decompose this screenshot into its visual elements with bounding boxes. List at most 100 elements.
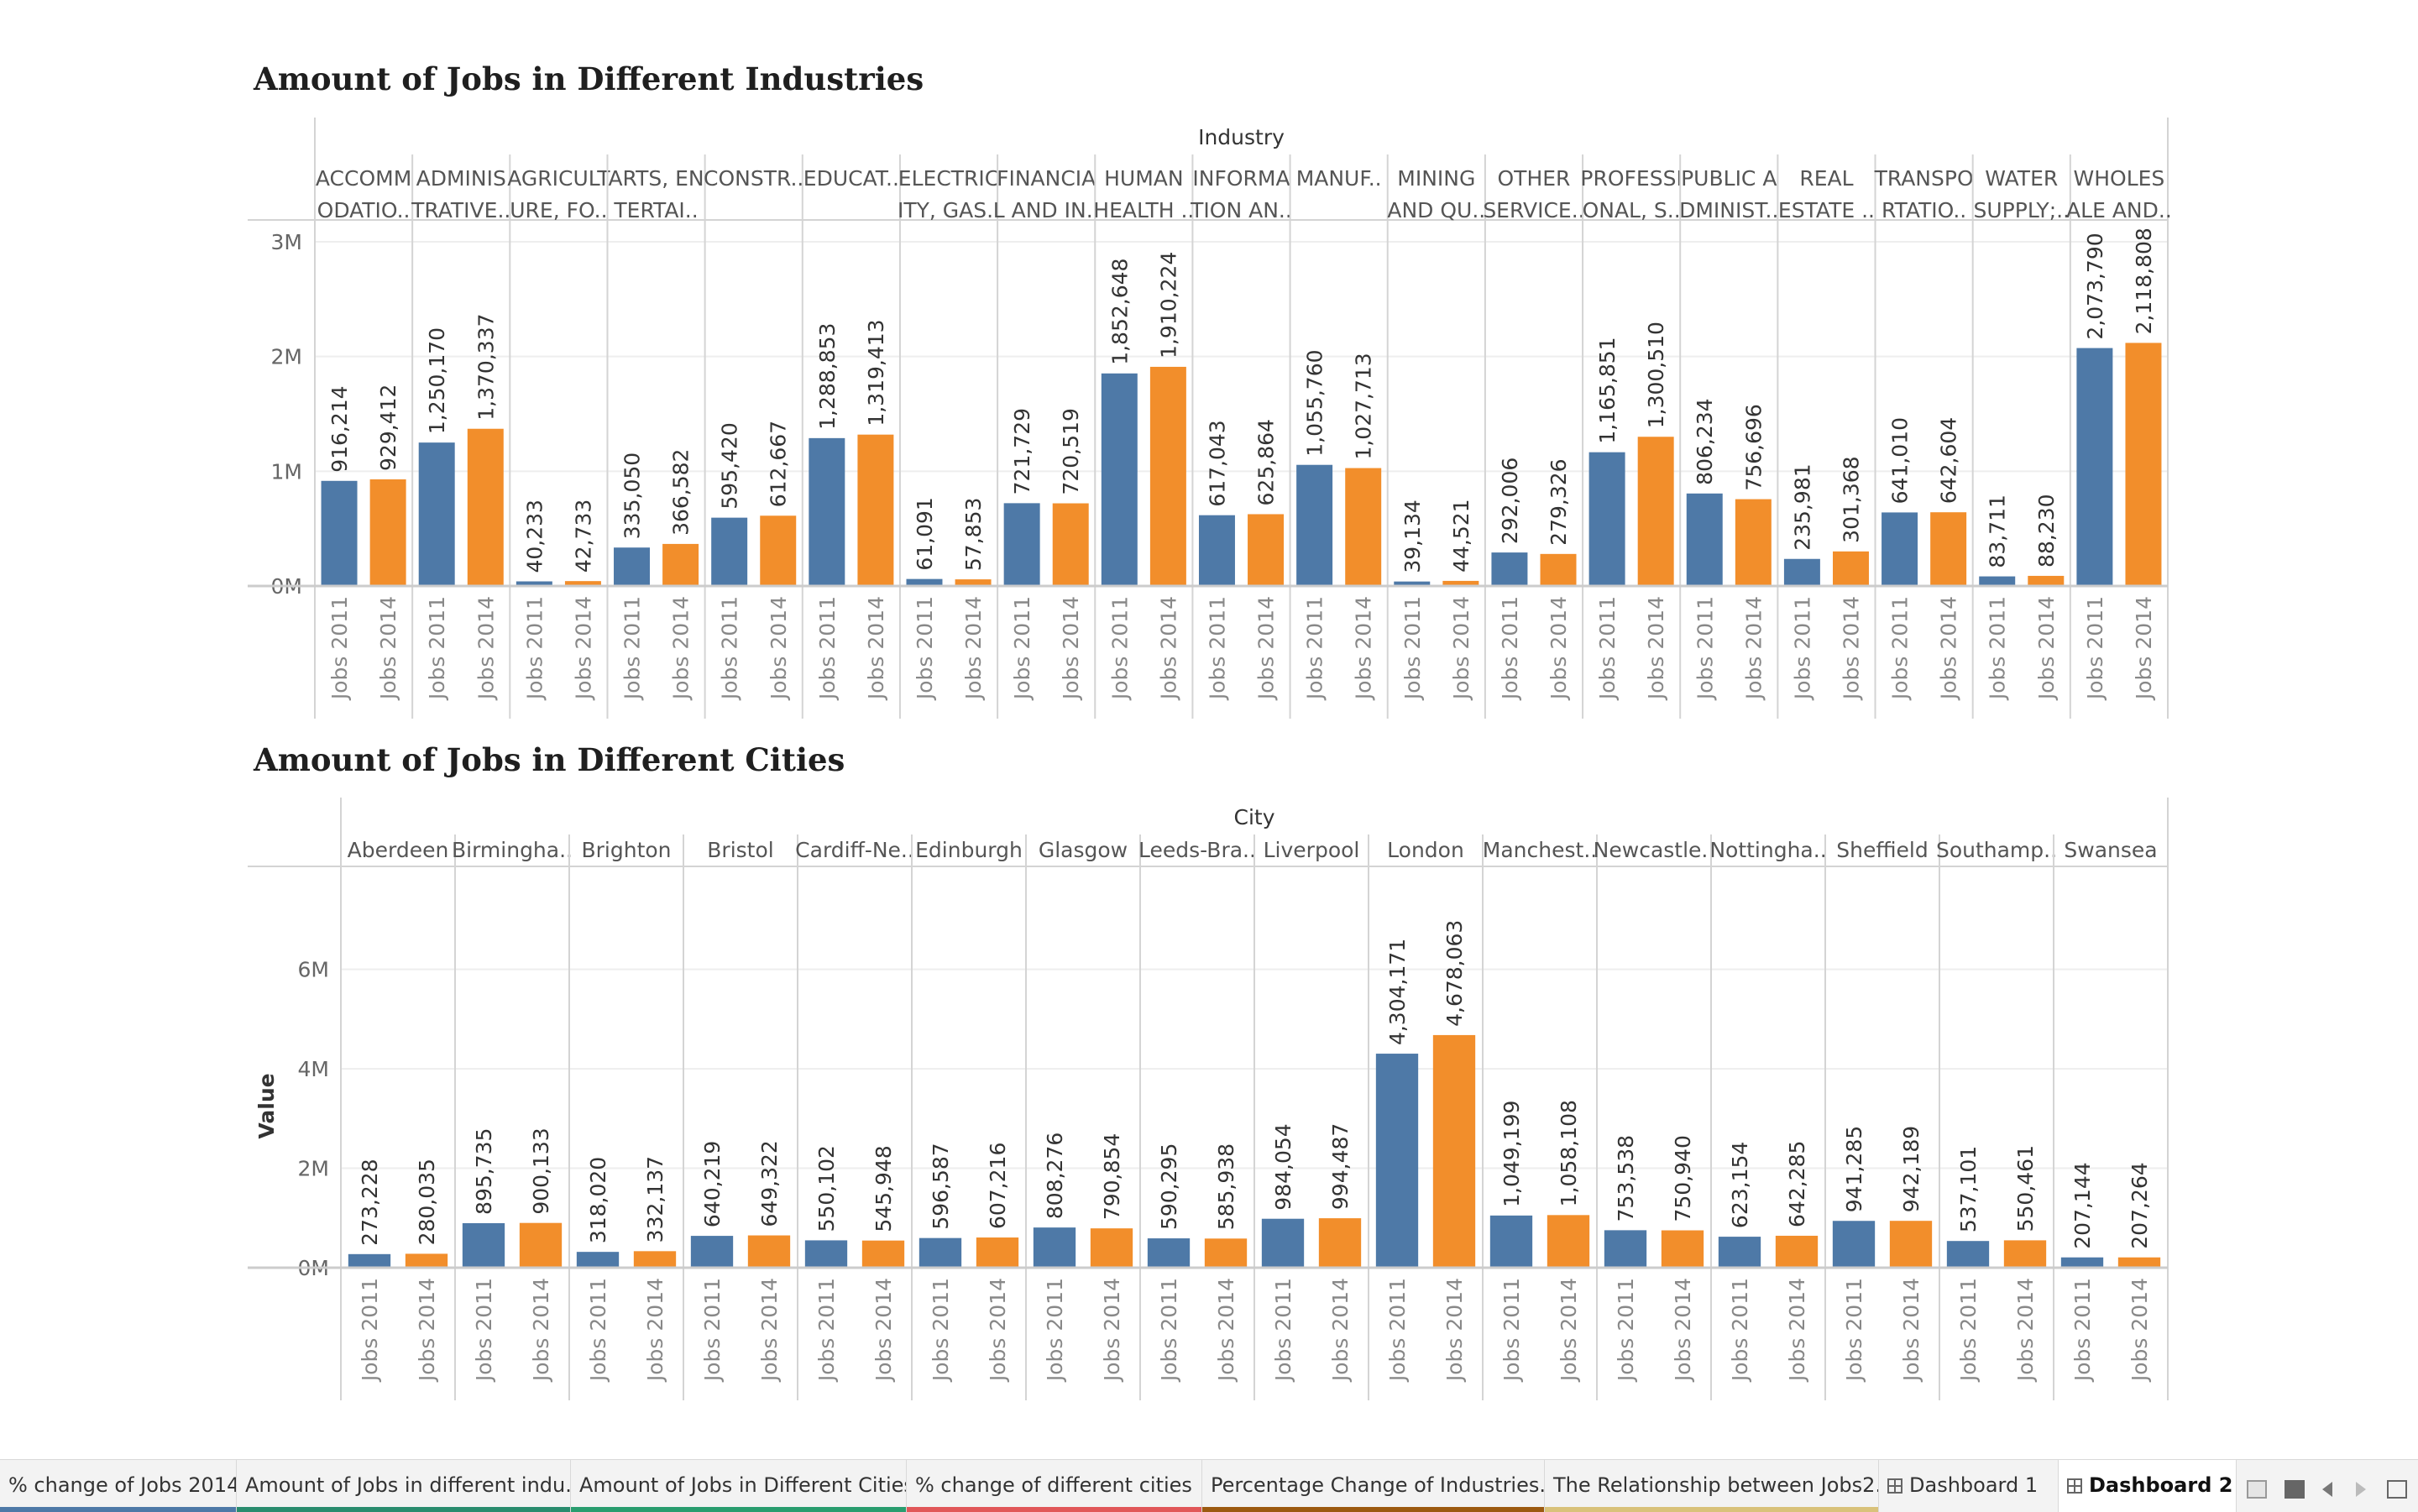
category-header: HEALTH .. xyxy=(1093,198,1194,222)
data-label: 207,144 xyxy=(2070,1162,2095,1248)
data-label: 929,412 xyxy=(376,385,400,471)
dashboard-icon xyxy=(2067,1478,2082,1494)
category-header: Birmingha.. xyxy=(452,838,573,862)
bar-jobs-2011 xyxy=(1783,558,1820,586)
data-label: 641,010 xyxy=(1888,417,1913,504)
x-series-label: Jobs 2014 xyxy=(1899,1278,1923,1383)
bar-jobs-2014 xyxy=(633,1251,677,1268)
category-header: Brighton xyxy=(581,838,671,862)
y-tick-label: 3M xyxy=(271,230,302,254)
sheet-tab-label: Amount of Jobs in Different Cities xyxy=(579,1473,907,1497)
column-header: Industry xyxy=(1198,125,1285,149)
x-series-label: Jobs 2014 xyxy=(986,1278,1010,1383)
bar-jobs-2014 xyxy=(1432,1034,1476,1268)
bar-jobs-2011 xyxy=(1003,503,1040,586)
category-header: AGRICULT xyxy=(507,166,610,191)
category-header: ITY, GAS.. xyxy=(898,198,1000,222)
data-label: 1,055,760 xyxy=(1303,349,1327,456)
bar-jobs-2011 xyxy=(1588,452,1625,586)
bar-jobs-2014 xyxy=(857,434,894,586)
sheet-tab-bar: % change of Jobs 2014 Amount of Jobs in d… xyxy=(0,1459,2418,1512)
data-label: 1,288,853 xyxy=(815,323,840,430)
bar-jobs-2011 xyxy=(711,517,748,586)
x-series-label: Jobs 2011 xyxy=(1385,1278,1410,1383)
bar-jobs-2011 xyxy=(1946,1241,1990,1268)
show-sheet-sorter-icon[interactable] xyxy=(2247,1480,2267,1499)
x-series-label: Jobs 2011 xyxy=(472,1278,496,1383)
category-header: TERTAI.. xyxy=(613,198,698,222)
sheet-tab-label: Dashboard 2 xyxy=(2089,1473,2233,1497)
previous-sheet-icon[interactable] xyxy=(2322,1482,2332,1497)
data-label: 585,938 xyxy=(1214,1143,1238,1230)
data-label: 640,219 xyxy=(700,1141,725,1227)
next-sheet-icon[interactable] xyxy=(2356,1482,2366,1497)
category-header: London xyxy=(1387,838,1464,862)
x-series-label: Jobs 2011 xyxy=(2083,596,2107,701)
data-label: 537,101 xyxy=(1956,1146,1981,1232)
bar-jobs-2014 xyxy=(747,1235,791,1268)
data-label: 895,735 xyxy=(472,1128,496,1215)
data-label: 545,948 xyxy=(871,1145,896,1232)
bar-jobs-2011 xyxy=(1882,512,1918,586)
bar-jobs-2011 xyxy=(1491,552,1528,586)
data-label: 756,696 xyxy=(1741,404,1766,490)
category-header: CONSTR.. xyxy=(704,166,803,191)
category-header: SERVICE.. xyxy=(1483,198,1584,222)
bar-jobs-2011 xyxy=(1198,515,1235,586)
show-filmstrip-icon[interactable] xyxy=(2285,1480,2305,1499)
sheet-tab-color-accent xyxy=(907,1507,1201,1512)
sheet-tab[interactable]: % change of Jobs 2014 xyxy=(0,1460,237,1512)
data-label: 279,326 xyxy=(1547,458,1571,545)
data-label: 273,228 xyxy=(358,1159,382,1245)
category-header: Manchest.. xyxy=(1483,838,1597,862)
x-series-label: Jobs 2014 xyxy=(474,596,498,701)
x-series-label: Jobs 2011 xyxy=(358,1278,382,1383)
sheet-tab-label: % change of Jobs 2014 xyxy=(8,1473,237,1497)
sheet-tab-color-accent xyxy=(0,1507,236,1512)
x-series-label: Jobs 2014 xyxy=(1547,596,1571,701)
sheet-tab[interactable]: Dashboard 2 xyxy=(2059,1460,2237,1512)
bar-jobs-2011 xyxy=(1375,1054,1419,1268)
data-label: 332,137 xyxy=(643,1156,667,1243)
category-header: REAL xyxy=(1799,166,1853,191)
data-label: 1,165,851 xyxy=(1595,337,1620,443)
category-header: Aberdeen xyxy=(348,838,449,862)
category-header: MANUF.. xyxy=(1296,166,1382,191)
data-label: 1,027,713 xyxy=(1352,353,1376,459)
category-header: AND QU.. xyxy=(1387,198,1485,222)
x-series-label: Jobs 2014 xyxy=(2034,596,2059,701)
data-label: 900,133 xyxy=(529,1127,553,1214)
data-label: 1,250,170 xyxy=(425,327,449,434)
data-label: 941,285 xyxy=(1842,1126,1866,1212)
data-label: 595,420 xyxy=(718,422,742,509)
data-label: 4,304,171 xyxy=(1385,939,1410,1045)
data-label: 235,981 xyxy=(1790,463,1814,550)
data-label: 1,049,199 xyxy=(1499,1101,1524,1207)
bar-jobs-2011 xyxy=(348,1253,391,1268)
x-series-label: Jobs 2014 xyxy=(1644,596,1668,701)
data-label: 642,604 xyxy=(1937,417,1961,504)
data-label: 366,582 xyxy=(669,449,693,536)
sheet-tab[interactable]: Percentage Change of Industries... xyxy=(1202,1460,1545,1512)
category-header: OTHER xyxy=(1498,166,1571,191)
sheet-tab[interactable]: Dashboard 1 xyxy=(1879,1460,2059,1512)
category-header: Sheffield xyxy=(1836,838,1928,862)
data-label: 42,733 xyxy=(571,500,595,573)
bar-jobs-2014 xyxy=(1637,437,1674,586)
bar-jobs-2014 xyxy=(760,515,797,586)
x-series-label: Jobs 2014 xyxy=(1937,596,1961,701)
sheet-tab[interactable]: Amount of Jobs in different indu... xyxy=(237,1460,571,1512)
category-header: TRATIVE.. xyxy=(411,198,510,222)
bar-jobs-2011 xyxy=(1101,373,1138,586)
bar-jobs-2011 xyxy=(1718,1237,1761,1268)
x-series-label: Jobs 2014 xyxy=(767,596,791,701)
sheet-tab-label: Amount of Jobs in different indu... xyxy=(245,1473,571,1497)
sheet-tab[interactable]: The Relationship between Jobs2... xyxy=(1545,1460,1879,1512)
x-series-label: Jobs 2011 xyxy=(1498,596,1522,701)
sheet-tab[interactable]: Amount of Jobs in Different Cities xyxy=(571,1460,907,1512)
cities-chart-title: Amount of Jobs in Different Cities xyxy=(254,741,845,778)
presentation-mode-icon[interactable] xyxy=(2387,1480,2407,1499)
data-label: 625,864 xyxy=(1254,419,1279,505)
sheet-tab[interactable]: % change of different cities xyxy=(907,1460,1202,1512)
x-series-label: Jobs 2014 xyxy=(1156,596,1180,701)
